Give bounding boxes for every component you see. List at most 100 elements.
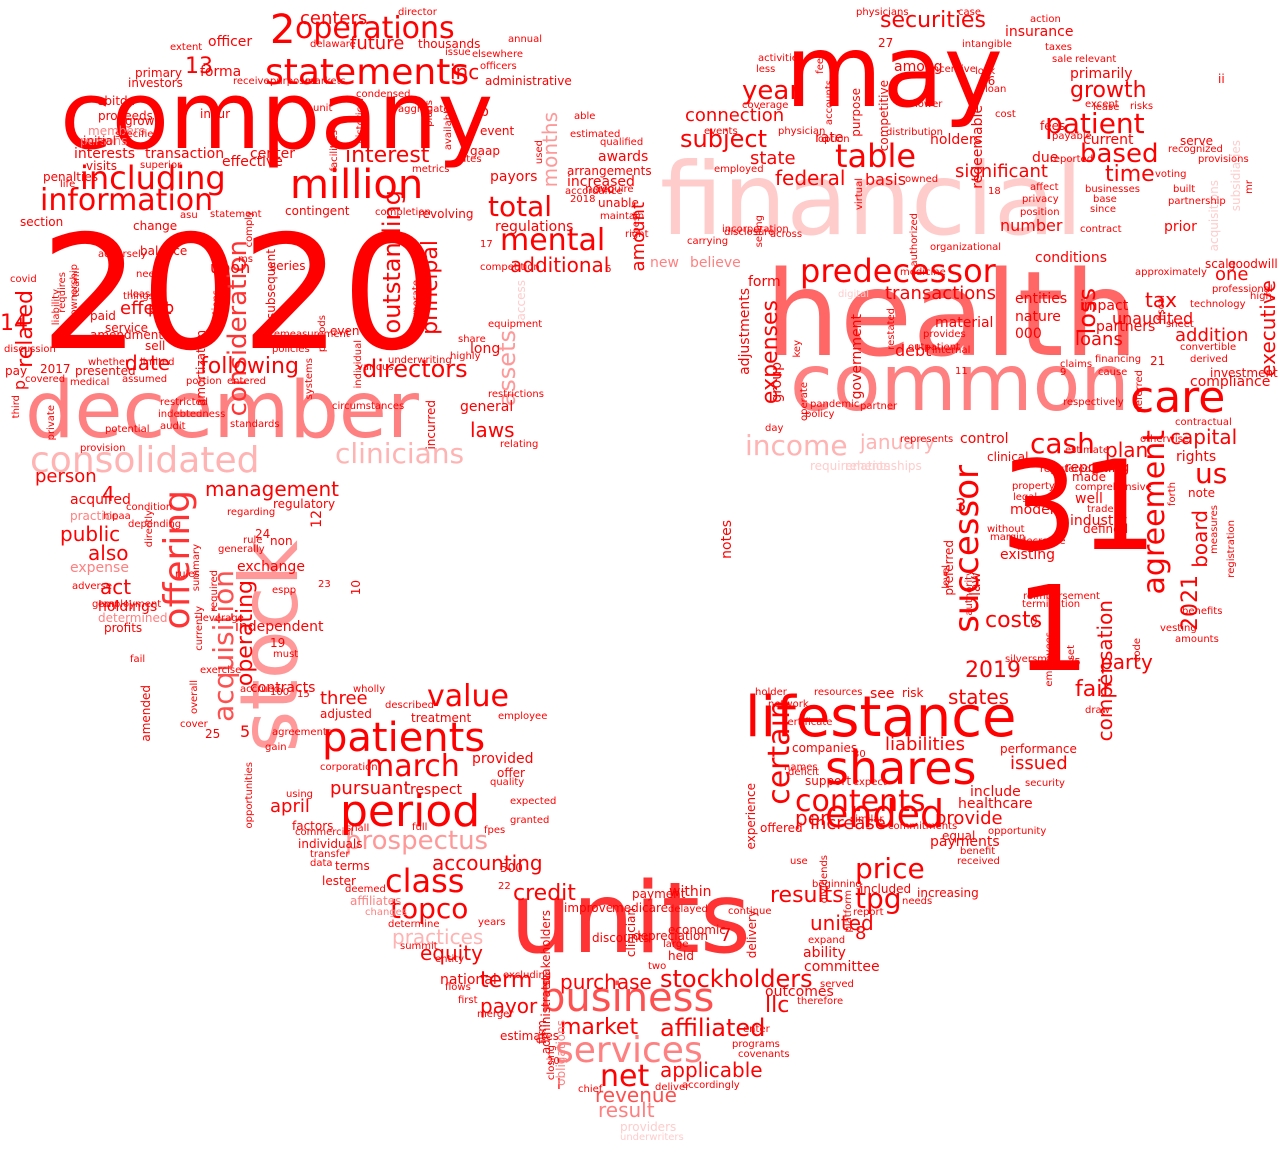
cloud-word: 30 xyxy=(853,749,866,760)
cloud-word: authority xyxy=(964,570,975,616)
cloud-word: treatment xyxy=(411,711,472,725)
cloud-word: rates xyxy=(456,154,482,165)
cloud-word: initial xyxy=(83,134,116,148)
cloud-word: shall xyxy=(346,823,370,834)
cloud-word: interests xyxy=(74,146,136,162)
cloud-word: see xyxy=(870,686,895,702)
cloud-word: legal xyxy=(1013,492,1038,503)
cloud-word: incentive xyxy=(930,64,976,75)
cloud-word: results xyxy=(770,883,844,908)
cloud-word: measures xyxy=(1209,505,1220,554)
cloud-word: deferred xyxy=(1134,370,1145,413)
cloud-word: partner xyxy=(860,401,898,412)
cloud-word: entered xyxy=(227,376,266,387)
cloud-word: indebtedness xyxy=(158,409,226,420)
cloud-word: per xyxy=(795,806,829,830)
cloud-word: purpose xyxy=(849,88,863,137)
cloud-word: activities xyxy=(758,53,804,64)
cloud-word: purposes xyxy=(270,76,316,87)
cloud-word: payment xyxy=(632,887,686,901)
cloud-word: potential xyxy=(105,424,150,435)
cloud-word: partners xyxy=(1096,319,1156,335)
cloud-word: visits xyxy=(86,159,117,173)
cloud-word: current xyxy=(1083,132,1134,148)
cloud-word: granted xyxy=(510,815,550,826)
cloud-word: ii xyxy=(1218,72,1225,86)
cloud-word: investment xyxy=(1210,366,1278,380)
cloud-word: serve xyxy=(1180,134,1214,148)
cloud-word: expect xyxy=(853,777,887,788)
cloud-word: registration xyxy=(1226,520,1237,578)
cloud-word: reported xyxy=(1050,154,1094,165)
cloud-word: predecessor xyxy=(800,252,996,290)
cloud-word: cover xyxy=(180,719,208,730)
cloud-word: beginning xyxy=(812,879,862,890)
cloud-word: adjusted xyxy=(320,707,372,721)
cloud-word: topco xyxy=(390,892,469,925)
cloud-word: offer xyxy=(497,766,525,780)
cloud-word: note xyxy=(1188,486,1216,500)
cloud-word: equal xyxy=(942,829,976,843)
cloud-word: provide xyxy=(935,808,1003,829)
cloud-word: provided xyxy=(472,751,534,767)
cloud-word: economic xyxy=(668,923,726,937)
cloud-word: clinical xyxy=(987,450,1029,464)
cloud-word: nature xyxy=(1015,309,1061,325)
cloud-word: quality xyxy=(490,777,525,788)
cloud-word: insurance xyxy=(1005,24,1074,40)
cloud-word: holder xyxy=(755,687,787,698)
cloud-word: therefore xyxy=(797,996,844,1007)
cloud-word: plan xyxy=(1105,438,1149,462)
cloud-word: increase xyxy=(810,813,886,834)
cloud-word: high xyxy=(1250,291,1272,302)
cloud-word: scale xyxy=(1205,257,1236,271)
cloud-word: covid xyxy=(10,274,37,285)
cloud-word: also xyxy=(88,541,129,565)
cloud-word: prospectus xyxy=(345,826,489,856)
cloud-word: years xyxy=(478,917,506,928)
cloud-word: income xyxy=(745,429,848,462)
cloud-word: chief xyxy=(578,1084,603,1095)
cloud-word: subsequent xyxy=(264,249,278,320)
cloud-word: received xyxy=(957,856,1000,867)
cloud-word: connection xyxy=(685,105,785,126)
cloud-word: holders xyxy=(930,132,982,148)
cloud-word: periods xyxy=(317,315,328,353)
cloud-word: regarding xyxy=(227,507,276,518)
cloud-word: additional xyxy=(510,253,610,277)
cloud-word: property xyxy=(1012,481,1055,492)
cloud-word: 15 xyxy=(297,689,310,700)
cloud-word: outcomes xyxy=(765,984,834,1000)
cloud-word: us xyxy=(1195,457,1228,490)
cloud-word: national xyxy=(440,972,497,988)
cloud-word: consolidated xyxy=(30,440,260,481)
cloud-word: cash xyxy=(1030,427,1095,460)
cloud-word: forth xyxy=(1167,482,1178,507)
cloud-word: gaap xyxy=(470,144,500,158)
cloud-word: deliver xyxy=(655,1082,690,1093)
cloud-word: lester xyxy=(322,874,356,888)
cloud-word: 14 xyxy=(0,311,28,336)
cloud-word: 000 xyxy=(1015,326,1042,342)
cloud-word: espp xyxy=(272,585,297,596)
cloud-word: upon xyxy=(210,258,251,277)
cloud-word: require xyxy=(598,184,634,195)
cloud-word: full xyxy=(412,822,428,833)
cloud-word: transfer xyxy=(310,849,350,860)
cloud-word: incorporation xyxy=(722,224,789,235)
cloud-word: 500 xyxy=(500,861,523,875)
cloud-word: business xyxy=(540,975,715,1021)
cloud-word: organizational xyxy=(930,242,1002,253)
cloud-word: requirements xyxy=(810,459,891,473)
cloud-word: subsidiaries xyxy=(1229,140,1243,212)
cloud-word: states xyxy=(948,685,1010,709)
cloud-word: base xyxy=(1093,194,1117,205)
cloud-word: offered xyxy=(760,821,803,835)
cloud-word: medicare xyxy=(612,901,669,915)
cloud-word: tpg xyxy=(855,882,902,915)
cloud-word: party xyxy=(1100,650,1153,674)
cloud-word: 7 xyxy=(720,925,732,946)
cloud-word: providers xyxy=(620,1120,677,1134)
cloud-word: physicians xyxy=(856,7,909,18)
cloud-word: similar xyxy=(850,814,884,825)
